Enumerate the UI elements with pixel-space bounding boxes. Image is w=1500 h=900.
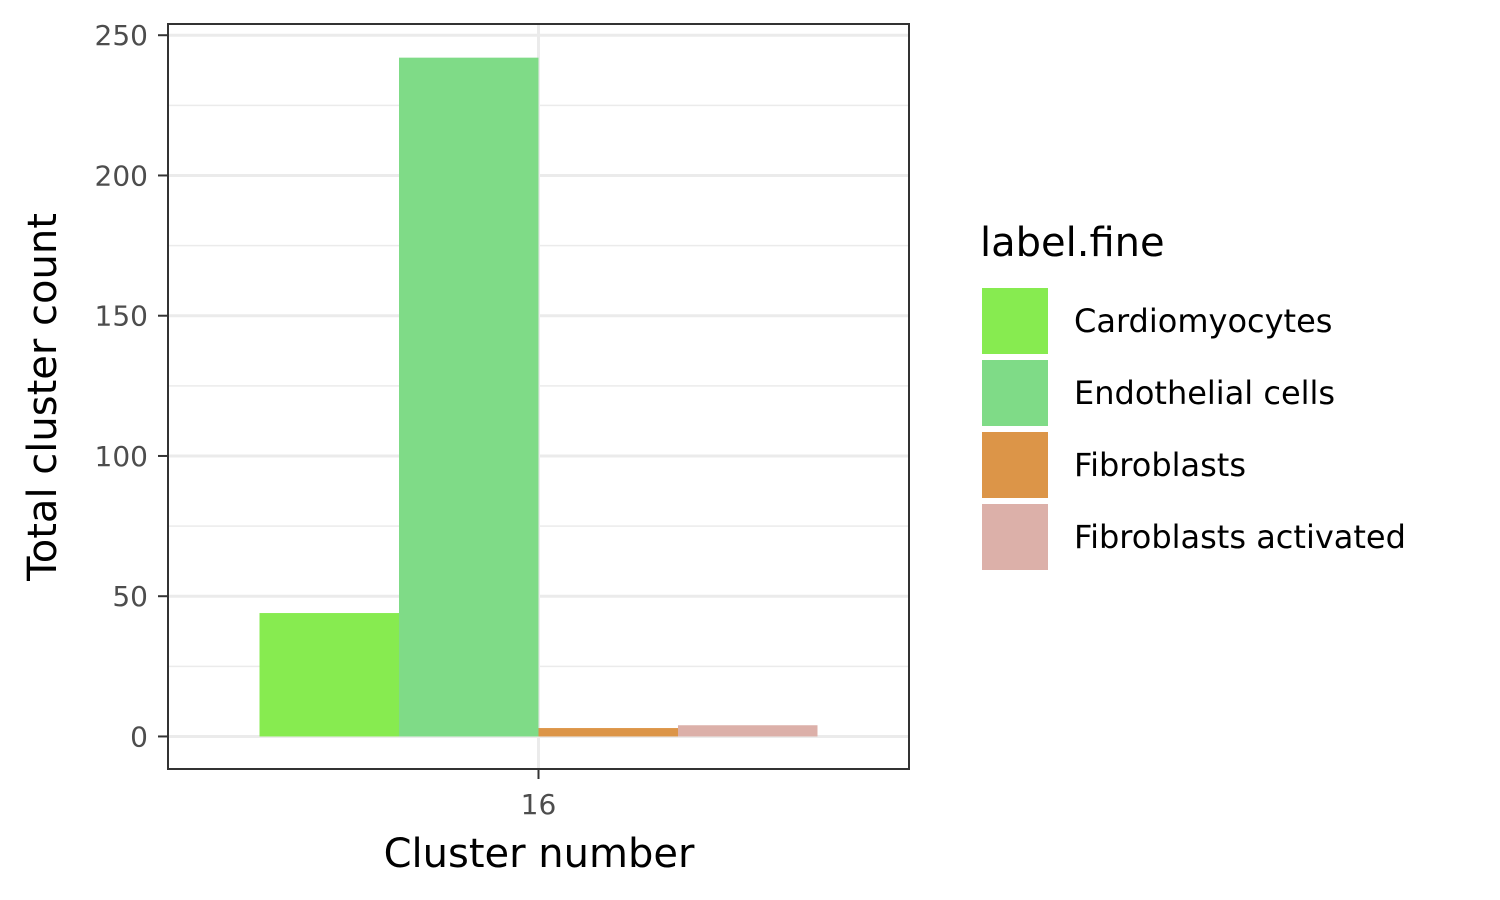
y-tick-label: 200 <box>95 159 148 192</box>
legend-swatch <box>982 432 1048 498</box>
legend-label: Endothelial cells <box>1074 374 1335 412</box>
y-tick-label: 0 <box>130 720 148 753</box>
bar <box>678 725 818 737</box>
legend-swatch <box>982 504 1048 570</box>
y-tick-label: 150 <box>95 300 148 333</box>
bar <box>399 57 539 737</box>
x-axis-title: Cluster number <box>384 831 695 877</box>
y-axis-title: Total cluster count <box>20 213 66 582</box>
y-tick-label: 50 <box>112 580 148 613</box>
y-axis: 0 50 100 150 200 250 <box>95 19 168 753</box>
x-tick-label: 16 <box>521 788 557 821</box>
legend-label: Fibroblasts <box>1074 446 1246 484</box>
legend-swatch <box>982 288 1048 354</box>
y-tick-label: 250 <box>95 19 148 52</box>
legend-swatch <box>982 360 1048 426</box>
y-tick-label: 100 <box>95 440 148 473</box>
legend-label: Cardiomyocytes <box>1074 302 1332 340</box>
legend: label.fine Cardiomyocytes Endothelial cel… <box>980 220 1406 570</box>
legend-label: Fibroblasts activated <box>1074 518 1406 556</box>
legend-title: label.fine <box>980 220 1165 266</box>
bar <box>538 728 678 737</box>
bar <box>259 613 399 737</box>
x-axis: 16 <box>521 769 557 821</box>
bars-layer <box>259 57 818 737</box>
